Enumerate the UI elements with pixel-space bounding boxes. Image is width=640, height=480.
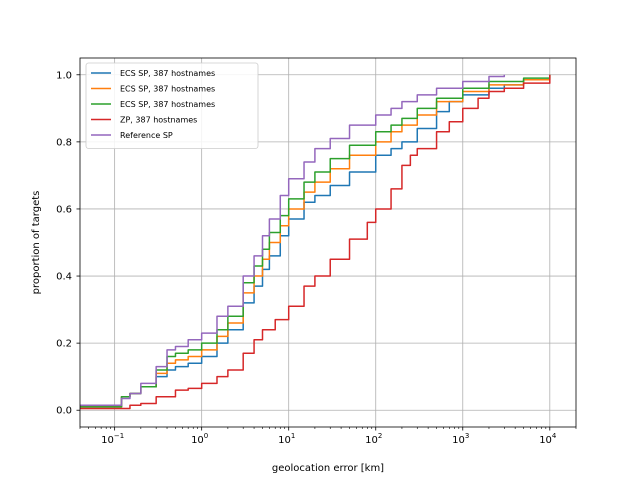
x-tick-label: 100 — [191, 432, 208, 446]
series-line-5 — [80, 74, 506, 406]
series-layer — [80, 74, 551, 410]
y-tick-label: 0.0 — [56, 406, 72, 417]
x-axis-label: geolocation error [km] — [272, 463, 384, 474]
y-tick-label: 0.8 — [56, 137, 72, 148]
x-axis: 10−1 100 101 102 103 104 — [79, 427, 577, 446]
grid — [80, 58, 576, 427]
y-tick-label: 1.0 — [56, 70, 72, 81]
legend-label: ECS SP, 387 hostnames — [120, 85, 215, 94]
legend-label: Reference SP — [120, 131, 173, 140]
series-line-3 — [80, 74, 551, 408]
legend-box — [85, 62, 259, 149]
legend-label: ECS SP, 387 hostnames — [120, 100, 215, 109]
y-tick-label: 0.4 — [56, 272, 72, 283]
x-tick-label: 10−1 — [101, 432, 124, 446]
y-axis: 0.0 0.2 0.4 0.6 0.8 1.0 — [56, 70, 80, 417]
y-axis-label: proportion of targets — [31, 191, 42, 295]
plot-area-frame — [79, 57, 577, 428]
legend: ECS SP, 387 hostnames ECS SP, 387 hostnam… — [85, 62, 259, 149]
x-tick-label: 101 — [278, 432, 295, 446]
x-tick-label: 104 — [539, 432, 557, 446]
y-tick-label: 0.2 — [56, 339, 72, 350]
legend-label: ECS SP, 387 hostnames — [120, 69, 215, 78]
x-tick-label: 103 — [452, 432, 469, 446]
y-tick-label: 0.6 — [56, 204, 72, 215]
series-line-4 — [80, 74, 551, 410]
series-line-2 — [80, 74, 551, 408]
x-tick-label: 102 — [365, 432, 382, 446]
legend-label: ZP, 387 hostnames — [120, 116, 197, 125]
